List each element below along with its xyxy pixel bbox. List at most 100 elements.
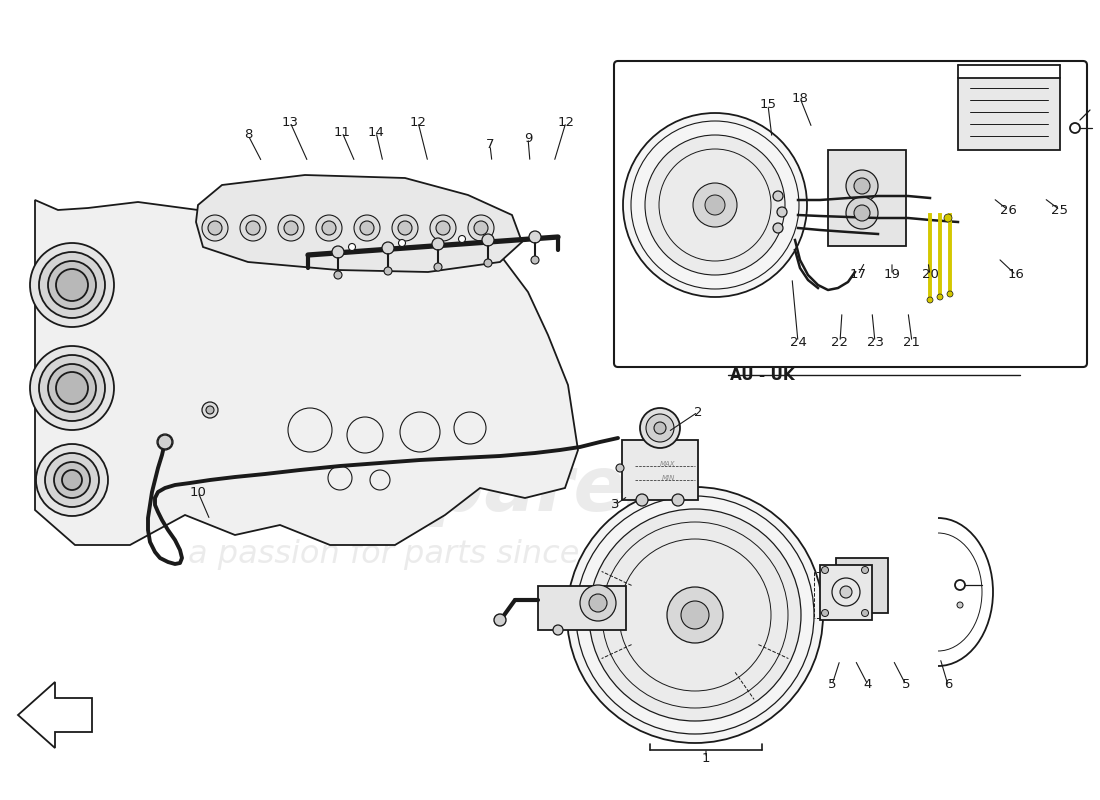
Text: 5: 5 xyxy=(902,678,911,691)
Bar xyxy=(828,150,906,246)
Text: 7: 7 xyxy=(486,138,494,151)
Text: 1: 1 xyxy=(702,751,711,765)
Circle shape xyxy=(54,462,90,498)
Circle shape xyxy=(588,509,801,721)
Circle shape xyxy=(334,271,342,279)
Text: MIN: MIN xyxy=(661,475,674,481)
Circle shape xyxy=(382,242,394,254)
Circle shape xyxy=(957,602,962,608)
Text: 20: 20 xyxy=(922,269,938,282)
Bar xyxy=(538,586,626,630)
Text: 24: 24 xyxy=(790,335,806,349)
Text: 16: 16 xyxy=(1008,269,1024,282)
Circle shape xyxy=(693,183,737,227)
Circle shape xyxy=(349,243,355,250)
Circle shape xyxy=(667,587,723,643)
Circle shape xyxy=(840,586,852,598)
Polygon shape xyxy=(18,682,92,748)
Circle shape xyxy=(45,453,99,507)
Circle shape xyxy=(62,470,82,490)
Circle shape xyxy=(640,408,680,448)
Text: 9: 9 xyxy=(524,131,532,145)
Circle shape xyxy=(468,215,494,241)
Bar xyxy=(621,440,698,500)
Circle shape xyxy=(384,267,392,275)
Circle shape xyxy=(937,294,943,300)
Circle shape xyxy=(854,205,870,221)
Circle shape xyxy=(157,434,173,450)
Circle shape xyxy=(56,372,88,404)
Circle shape xyxy=(430,215,456,241)
Text: a passion for parts since 1984: a passion for parts since 1984 xyxy=(188,539,672,570)
Text: 12: 12 xyxy=(409,115,427,129)
Circle shape xyxy=(580,585,616,621)
Circle shape xyxy=(861,566,869,574)
Circle shape xyxy=(278,215,304,241)
Text: 2: 2 xyxy=(694,406,702,418)
Circle shape xyxy=(1070,123,1080,133)
Circle shape xyxy=(645,135,785,275)
Circle shape xyxy=(531,256,539,264)
Circle shape xyxy=(459,235,465,242)
Circle shape xyxy=(392,215,418,241)
Circle shape xyxy=(246,221,260,235)
Text: 4: 4 xyxy=(864,678,872,691)
Circle shape xyxy=(434,263,442,271)
Circle shape xyxy=(947,291,953,297)
FancyBboxPatch shape xyxy=(614,61,1087,367)
Circle shape xyxy=(944,214,952,222)
Circle shape xyxy=(284,221,298,235)
Circle shape xyxy=(654,422,666,434)
Circle shape xyxy=(566,487,823,743)
Text: 25: 25 xyxy=(1052,203,1068,217)
Text: 18: 18 xyxy=(792,91,808,105)
Circle shape xyxy=(360,221,374,235)
Circle shape xyxy=(432,238,444,250)
Circle shape xyxy=(206,406,214,414)
Text: eurospares: eurospares xyxy=(188,453,671,527)
Text: 26: 26 xyxy=(1000,203,1016,217)
Circle shape xyxy=(240,215,266,241)
Circle shape xyxy=(861,610,869,617)
Circle shape xyxy=(636,494,648,506)
Circle shape xyxy=(36,444,108,516)
Circle shape xyxy=(681,601,710,629)
Circle shape xyxy=(854,178,870,194)
Circle shape xyxy=(529,231,541,243)
Circle shape xyxy=(484,259,492,267)
Circle shape xyxy=(588,594,607,612)
Circle shape xyxy=(202,402,218,418)
Circle shape xyxy=(777,207,786,217)
Circle shape xyxy=(56,269,88,301)
Text: 13: 13 xyxy=(282,115,298,129)
Polygon shape xyxy=(35,182,578,545)
Circle shape xyxy=(846,197,878,229)
Circle shape xyxy=(202,215,228,241)
Text: 17: 17 xyxy=(849,269,867,282)
Text: 10: 10 xyxy=(189,486,207,498)
Text: 14: 14 xyxy=(367,126,384,138)
Circle shape xyxy=(30,243,114,327)
Text: AU - UK: AU - UK xyxy=(730,367,794,382)
Bar xyxy=(820,565,872,620)
Circle shape xyxy=(482,234,494,246)
Circle shape xyxy=(616,464,624,472)
Circle shape xyxy=(773,223,783,233)
Circle shape xyxy=(398,239,406,246)
Circle shape xyxy=(354,215,379,241)
Text: 5: 5 xyxy=(827,678,836,691)
Circle shape xyxy=(705,195,725,215)
Circle shape xyxy=(927,297,933,303)
Circle shape xyxy=(208,221,222,235)
Circle shape xyxy=(158,435,172,449)
Circle shape xyxy=(48,364,96,412)
Polygon shape xyxy=(196,175,522,272)
Text: 15: 15 xyxy=(759,98,777,111)
Text: 23: 23 xyxy=(867,335,883,349)
Circle shape xyxy=(494,614,506,626)
Circle shape xyxy=(822,610,828,617)
Circle shape xyxy=(553,625,563,635)
Text: MAX: MAX xyxy=(660,461,675,467)
Circle shape xyxy=(955,580,965,590)
Circle shape xyxy=(846,170,878,202)
